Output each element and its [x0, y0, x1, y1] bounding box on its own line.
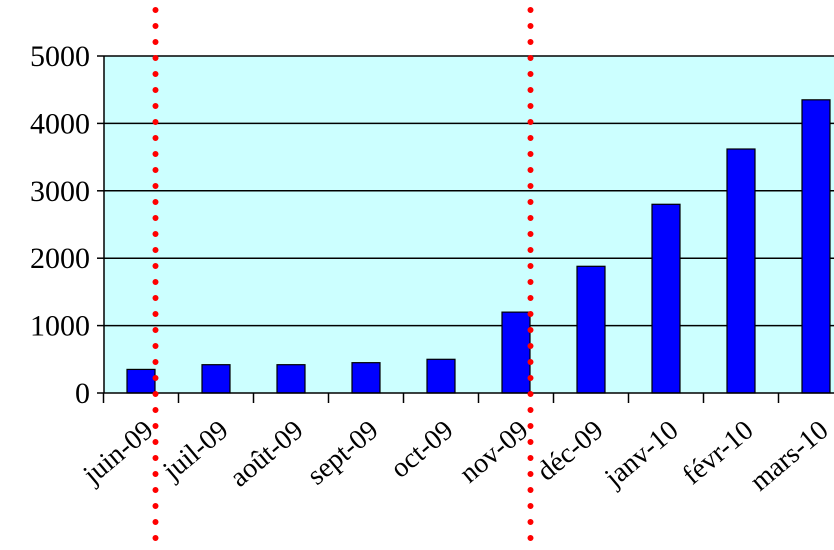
y-tick-label: 0 — [75, 377, 90, 410]
bar-janv-10 — [651, 203, 681, 394]
y-tick-label: 4000 — [30, 107, 90, 140]
y-tick-label: 3000 — [30, 175, 90, 208]
x-tick-label: juil-09 — [157, 415, 235, 487]
axes — [103, 56, 834, 394]
x-tick-label: déc-09 — [531, 415, 609, 488]
bar-août-09 — [276, 364, 306, 394]
x-tick-label: janv-10 — [598, 415, 684, 494]
bar-sept-09 — [351, 362, 381, 394]
plot-area — [104, 56, 834, 393]
x-tick-label: sept-09 — [301, 415, 384, 492]
bar-oct-09 — [426, 358, 456, 394]
bars — [126, 99, 831, 394]
y-tick-label: 1000 — [30, 310, 90, 343]
bar-juil-09 — [201, 364, 231, 394]
y-tick-label: 2000 — [30, 242, 90, 275]
y-axis-ticks: 0 1000 2000 3000 4000 5000 — [30, 40, 104, 410]
x-tick-label: juin-09 — [77, 415, 160, 491]
x-tick-label: mars-10 — [744, 415, 834, 498]
x-tick-label: nov-09 — [454, 415, 535, 490]
bar-nov-09 — [501, 311, 531, 394]
bar-juin-09 — [126, 368, 156, 394]
gridlines — [104, 55, 834, 327]
x-tick-label: août-09 — [224, 415, 309, 494]
bar-févr-10 — [726, 148, 756, 394]
marker-lines — [152, 7, 534, 550]
x-tick-label: févr-10 — [677, 415, 760, 491]
y-tick-label: 5000 — [30, 40, 90, 73]
bar-mars-10 — [801, 99, 831, 394]
x-tick-label: oct-09 — [385, 415, 460, 485]
bar-déc-09 — [576, 265, 606, 394]
